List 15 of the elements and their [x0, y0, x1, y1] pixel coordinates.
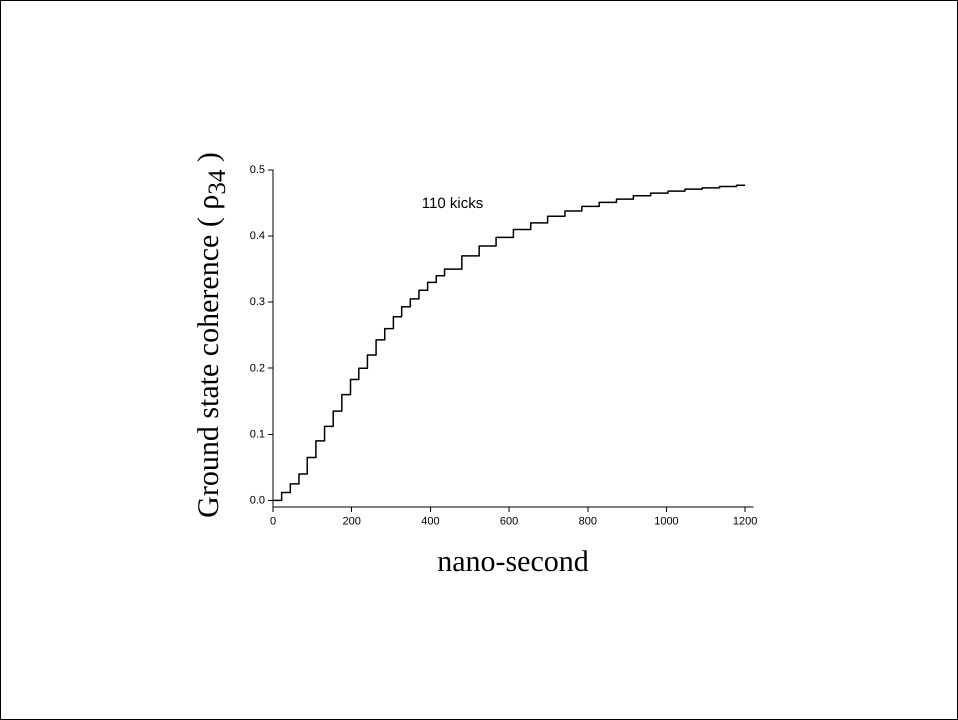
- y-tick-label: 0.5: [250, 164, 265, 176]
- y-tick-label: 0.0: [250, 494, 265, 506]
- y-tick-label: 0.4: [250, 230, 265, 242]
- x-axis-title: nano-second: [436, 545, 590, 579]
- x-tick-label: 400: [421, 516, 440, 528]
- y-tick-label: 0.2: [250, 362, 265, 374]
- x-tick-label: 200: [342, 516, 361, 528]
- x-tick-label: 1000: [654, 516, 679, 528]
- x-tick-label: 0: [270, 516, 276, 528]
- x-tick-label: 1200: [732, 516, 758, 528]
- annotation: 110 kicks: [422, 195, 484, 212]
- x-tick-label: 800: [578, 516, 597, 528]
- y-tick-label: 0.3: [250, 296, 265, 308]
- x-tick-label: 600: [500, 516, 518, 528]
- y-tick-label: 0.1: [250, 428, 265, 440]
